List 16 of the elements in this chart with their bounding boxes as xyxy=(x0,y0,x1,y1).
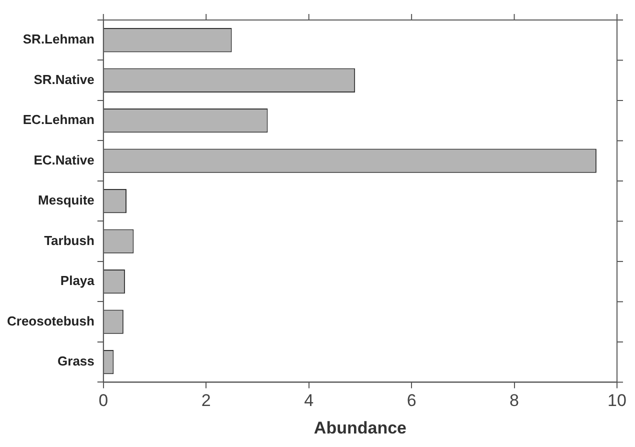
x-tick-label: 6 xyxy=(406,391,416,410)
y-tick-label: EC.Native xyxy=(34,152,94,168)
y-tick-label: SR.Native xyxy=(34,72,94,87)
y-tick-label: Creosotebush xyxy=(6,313,94,328)
y-tick-label: Tarbush xyxy=(44,232,94,248)
x-tick-label: 10 xyxy=(608,391,626,410)
x-tick-label: 8 xyxy=(510,391,520,410)
x-tick-label: 4 xyxy=(304,391,314,410)
y-tick-label: Grass xyxy=(58,354,94,369)
x-axis-title: Abundance xyxy=(314,418,406,438)
y-tick-label: EC.Lehman xyxy=(22,112,94,128)
y-tick-label: SR.Lehman xyxy=(22,32,94,47)
y-tick-label: Mesquite xyxy=(38,192,94,208)
x-tick-label: 0 xyxy=(98,391,108,410)
y-tick-label: Playa xyxy=(60,273,96,288)
x-tick-label: 2 xyxy=(201,391,211,410)
